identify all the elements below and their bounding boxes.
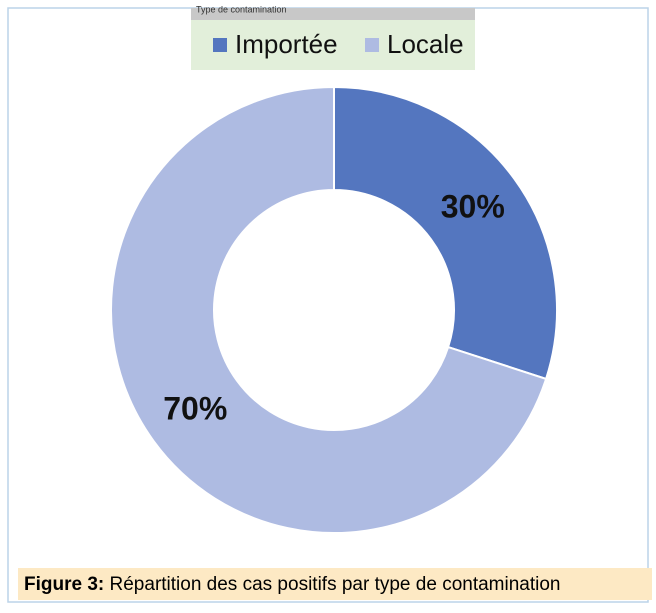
legend-box (191, 14, 475, 70)
donut-slice (333, 85, 558, 381)
legend-header (191, 8, 475, 20)
caption-label: Figure 3: (24, 574, 104, 595)
data-label: 70% (163, 390, 227, 426)
legend-label: Locale (387, 29, 464, 59)
donut-slice (110, 85, 548, 534)
caption-text: Répartition des cas positifs par type de… (110, 574, 561, 595)
legend-marker (365, 38, 379, 52)
legend-label: Importée (235, 29, 338, 59)
legend-title: Type de contamination (196, 4, 287, 14)
legend-marker (213, 38, 227, 52)
caption-box (18, 568, 652, 600)
caption: Figure 3: Répartition des cas positifs p… (24, 574, 561, 595)
data-label: 30% (441, 189, 505, 225)
